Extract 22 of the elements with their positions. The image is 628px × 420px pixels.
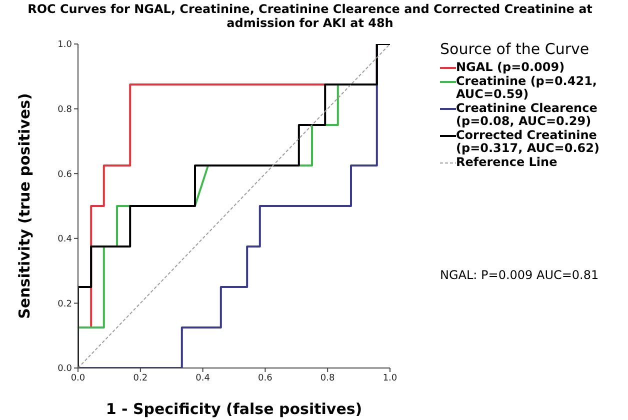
legend-label: Creatinine (p=0.421, AUC=0.59) <box>456 74 598 101</box>
y-tick-label: 0.4 <box>58 234 72 245</box>
legend-label: NGAL (p=0.009) <box>456 60 565 74</box>
legend-title: Source of the Curve <box>440 40 590 58</box>
chart-title: ROC Curves for NGAL, Creatinine, Creatinine Clearence and Corrected Creatinine at admission for AKI at 48h <box>26 2 594 30</box>
x-tick-label: 0.4 <box>196 373 210 384</box>
y-tick-label: 1.0 <box>58 40 72 50</box>
x-tick-label: 1.0 <box>382 373 398 384</box>
legend-label: Corrected Creatinine (p=0.317, AUC=0.62) <box>456 128 600 155</box>
y-tick-label: 0.6 <box>58 170 72 180</box>
legend-label: Reference Line <box>456 155 558 169</box>
x-tick-label: 0.8 <box>320 373 336 384</box>
x-tick-label: 0.0 <box>70 373 86 384</box>
x-tick-label: 0.2 <box>133 373 148 384</box>
y-tick-label: 0.0 <box>58 364 72 374</box>
x-tick-label: 0.6 <box>258 373 273 384</box>
y-tick-label: 0.8 <box>58 104 72 115</box>
text: NGAL: P=0.009 AUC=0.81 <box>440 268 599 282</box>
legend-label: Creatinine Clearence (p=0.08, AUC=0.29) <box>456 101 598 128</box>
y-axis-title: Sensitivity (true positives) <box>15 93 34 319</box>
x-axis-title: 1 - Specificity (false positives) <box>106 400 362 418</box>
y-tick-label: 0.2 <box>58 299 72 310</box>
